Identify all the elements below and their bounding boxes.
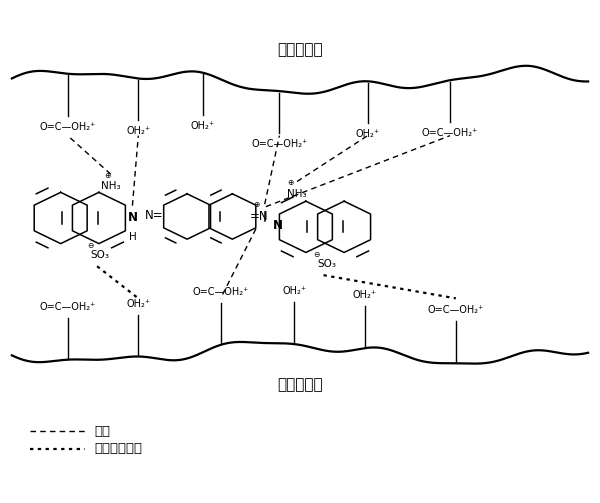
Text: OH₂⁺: OH₂⁺ (356, 129, 380, 139)
Text: OH₂⁺: OH₂⁺ (126, 299, 151, 309)
Text: O=C—OH₂⁺: O=C—OH₂⁺ (251, 139, 308, 149)
Text: O=C—OH₂⁺: O=C—OH₂⁺ (428, 305, 484, 315)
Text: 活性炭表面: 活性炭表面 (277, 377, 323, 392)
Text: NH₃: NH₃ (101, 182, 121, 192)
Text: N: N (127, 211, 137, 224)
Text: OH₂⁺: OH₂⁺ (126, 126, 151, 136)
Text: O=C—OH₂⁺: O=C—OH₂⁺ (193, 287, 249, 297)
Text: OH₂⁺: OH₂⁺ (353, 290, 377, 300)
Text: 活性炭表面: 活性炭表面 (277, 42, 323, 57)
Text: 静电相互作用: 静电相互作用 (94, 442, 142, 455)
Text: 氢键: 氢键 (94, 425, 110, 438)
Text: ⊕: ⊕ (104, 171, 110, 180)
Text: N=: N= (145, 209, 163, 222)
Text: SO₃: SO₃ (91, 250, 110, 261)
Text: ⊖: ⊖ (87, 241, 93, 250)
Text: N: N (273, 219, 283, 232)
Text: ⊕: ⊕ (287, 179, 294, 188)
Text: H: H (128, 232, 136, 242)
Text: =N: =N (250, 210, 268, 223)
Text: NH₃: NH₃ (287, 189, 306, 199)
Text: ⊖: ⊖ (313, 250, 320, 259)
Text: ⊕: ⊕ (253, 200, 260, 209)
Text: OH₂⁺: OH₂⁺ (282, 286, 306, 296)
Text: O=C—OH₂⁺: O=C—OH₂⁺ (40, 302, 96, 312)
Text: OH₂⁺: OH₂⁺ (191, 121, 215, 131)
Text: SO₃: SO₃ (317, 260, 336, 269)
Text: O=C—OH₂⁺: O=C—OH₂⁺ (40, 122, 96, 132)
Text: O=C—OH₂⁺: O=C—OH₂⁺ (422, 128, 478, 138)
